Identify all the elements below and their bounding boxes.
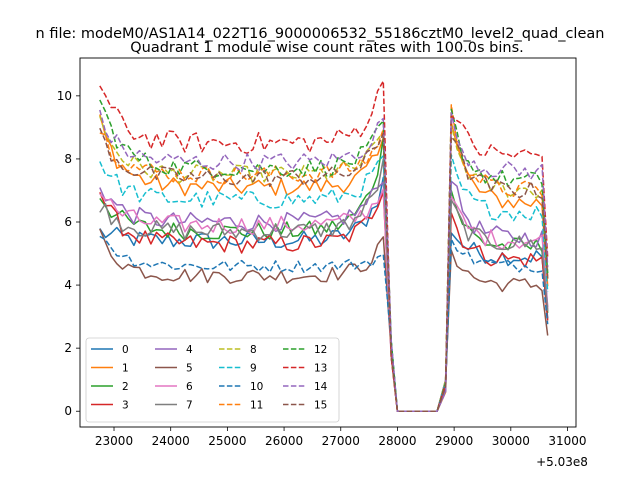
x-tick-label: 27000 [322, 434, 360, 448]
chart-title: Quadrant 1 module wise count rates with … [130, 40, 524, 56]
x-tick-label: 30000 [492, 434, 530, 448]
legend-label-1: 1 [122, 363, 129, 375]
chart-file-title: n file: modeM0/AS1A14_022T16_9000006532_… [36, 26, 605, 42]
y-tick-label: 2 [64, 341, 72, 355]
legend-label-2: 2 [122, 381, 129, 393]
legend-label-5: 5 [186, 363, 193, 375]
legend-label-9: 9 [250, 363, 257, 375]
y-tick-label: 10 [57, 89, 72, 103]
legend-label-3: 3 [122, 400, 129, 412]
x-tick-label: 23000 [95, 434, 133, 448]
x-offset-label: +5.03e8 [536, 455, 588, 469]
series-line-6 [99, 188, 549, 412]
legend-label-0: 0 [122, 344, 129, 356]
plot-frame [79, 57, 577, 428]
series-line-5 [99, 228, 549, 412]
legend-label-10: 10 [250, 381, 263, 393]
legend-label-4: 4 [186, 344, 193, 356]
y-tick-label: 6 [64, 215, 72, 229]
plot-lines [99, 80, 549, 412]
x-tick-label: 29000 [435, 434, 473, 448]
series-line-7 [99, 158, 549, 412]
series-line-15 [99, 127, 549, 412]
series-line-9 [99, 154, 549, 412]
x-tick-label: 28000 [378, 434, 416, 448]
legend-label-7: 7 [186, 400, 193, 412]
y-tick-label: 8 [64, 152, 72, 166]
series-line-1 [99, 114, 549, 412]
series-line-4 [99, 180, 549, 412]
legend-box [85, 337, 340, 423]
x-axis: 23000 24000 25000 26000 27000 28000 29000 30000… [95, 427, 587, 448]
legend-label-6: 6 [186, 381, 193, 393]
legend-label-8: 8 [250, 344, 257, 356]
x-tick-label: 25000 [208, 434, 246, 448]
y-axis: 0 2 4 6 8 10 [57, 89, 80, 418]
series-line-3 [99, 191, 549, 412]
legend-label-12: 12 [314, 344, 327, 356]
series-line-10 [99, 235, 549, 412]
series-line-11 [99, 104, 549, 412]
x-tick-label: 31000 [548, 434, 586, 448]
legend-label-11: 11 [250, 400, 263, 412]
legend-label-15: 15 [314, 400, 327, 412]
legend-label-14: 14 [314, 381, 328, 393]
y-tick-label: 4 [64, 278, 72, 292]
x-tick-label: 24000 [152, 434, 190, 448]
y-tick-label: 0 [64, 404, 72, 418]
legend-label-13: 13 [314, 363, 327, 375]
series-line-13 [99, 80, 549, 412]
series-line-14 [99, 109, 549, 412]
series-line-12 [99, 99, 549, 412]
x-tick-label: 26000 [265, 434, 303, 448]
